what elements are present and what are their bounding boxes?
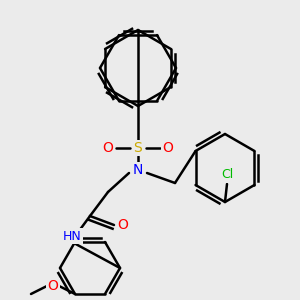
- Text: Cl: Cl: [221, 169, 233, 182]
- Text: O: O: [163, 141, 173, 155]
- Text: S: S: [134, 141, 142, 155]
- Text: O: O: [118, 218, 128, 232]
- Text: HN: HN: [63, 230, 81, 242]
- Text: O: O: [48, 279, 58, 293]
- Text: N: N: [133, 163, 143, 177]
- Text: O: O: [103, 141, 113, 155]
